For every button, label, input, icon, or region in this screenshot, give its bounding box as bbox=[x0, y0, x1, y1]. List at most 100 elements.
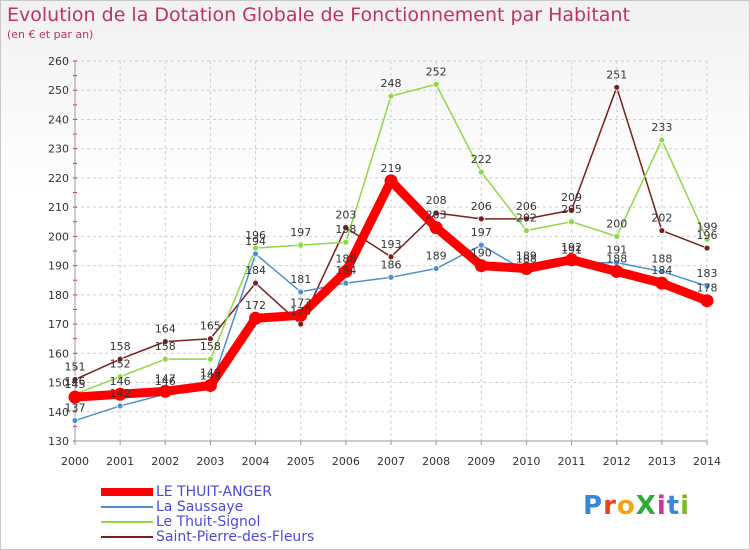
data-label-le-thuit-signol-2009: 222 bbox=[471, 153, 492, 166]
data-point-saint-pierre-des-fleurs-2007 bbox=[387, 253, 395, 261]
data-point-le-thuit-signol-2011 bbox=[568, 218, 575, 226]
data-point-le-thuit-anger-2007 bbox=[384, 174, 398, 188]
data-label-la-saussaye-2004: 194 bbox=[245, 235, 266, 248]
data-point-le-thuit-signol-2009 bbox=[477, 168, 485, 176]
data-label-le-thuit-anger-2011: 192 bbox=[561, 241, 582, 254]
data-point-la-saussaye-2005 bbox=[297, 288, 305, 296]
data-label-la-saussaye-2009: 197 bbox=[471, 226, 492, 239]
data-point-la-saussaye-2008 bbox=[432, 265, 440, 272]
logo-letter: X bbox=[635, 491, 657, 521]
y-tick-label-140: 140 bbox=[48, 406, 69, 419]
data-point-saint-pierre-des-fleurs-2003 bbox=[207, 335, 214, 343]
data-label-le-thuit-signol-2008: 252 bbox=[426, 65, 447, 78]
data-label-la-saussaye-2008: 189 bbox=[426, 250, 447, 263]
data-point-le-thuit-anger-2000 bbox=[68, 390, 82, 404]
series-layer bbox=[68, 80, 714, 424]
data-label-le-thuit-signol-2005: 197 bbox=[290, 226, 311, 239]
data-label-la-saussaye-2005: 181 bbox=[290, 273, 311, 286]
legend-item-le-thuit-signol: Le Thuit-Signol bbox=[101, 514, 361, 530]
data-point-le-thuit-anger-2002 bbox=[158, 384, 172, 398]
data-label-le-thuit-anger-2004: 172 bbox=[245, 299, 266, 312]
data-label-le-thuit-signol-2003: 158 bbox=[200, 340, 221, 353]
data-point-saint-pierre-des-fleurs-2004 bbox=[252, 279, 259, 287]
data-label-saint-pierre-des-fleurs-2010: 206 bbox=[516, 200, 537, 213]
data-point-le-thuit-signol-2002 bbox=[161, 355, 169, 363]
x-tick-label-2008: 2008 bbox=[422, 455, 450, 468]
data-point-saint-pierre-des-fleurs-2010 bbox=[523, 215, 530, 223]
legend-item-saint-pierre-des-fleurs: Saint-Pierre-des-Fleurs bbox=[101, 529, 361, 545]
data-label-le-thuit-anger-2001: 146 bbox=[110, 375, 131, 388]
data-point-le-thuit-anger-2003 bbox=[203, 378, 217, 392]
data-label-saint-pierre-des-fleurs-2000: 151 bbox=[65, 361, 86, 374]
data-point-le-thuit-anger-2001 bbox=[113, 387, 127, 401]
data-point-la-saussaye-2009 bbox=[477, 241, 485, 249]
data-label-saint-pierre-des-fleurs-2002: 164 bbox=[155, 323, 176, 336]
data-point-le-thuit-anger-2008 bbox=[429, 221, 443, 235]
y-tick-label-230: 230 bbox=[48, 143, 69, 156]
data-label-le-thuit-anger-2003: 149 bbox=[200, 366, 221, 379]
data-label-le-thuit-signol-2011: 205 bbox=[561, 203, 582, 216]
legend-label-saint-pierre-des-fleurs: Saint-Pierre-des-Fleurs bbox=[156, 529, 315, 545]
data-label-la-saussaye-2002: 146 bbox=[155, 375, 176, 388]
x-tick-label-2003: 2003 bbox=[196, 455, 224, 468]
x-tick-label-2012: 2012 bbox=[603, 455, 631, 468]
data-point-le-thuit-signol-2010 bbox=[523, 227, 530, 234]
logo-letter: i bbox=[680, 491, 691, 521]
axes: 130 140 150 160 170 180 190 200 210 220 230 240 250 2… bbox=[48, 55, 721, 468]
chart-subtitle: (en € et par an) bbox=[7, 28, 94, 41]
data-label-le-thuit-signol-2007: 248 bbox=[381, 77, 402, 90]
x-tick-label-2013: 2013 bbox=[648, 455, 676, 468]
data-label-la-saussaye-2007: 186 bbox=[381, 258, 402, 271]
data-label-le-thuit-anger-2002: 147 bbox=[155, 372, 176, 385]
data-point-la-saussaye-2004 bbox=[252, 250, 259, 258]
legend-swatch-la-saussaye bbox=[101, 506, 153, 508]
logo-letter: r bbox=[603, 491, 617, 521]
legend-label-le-thuit-anger: LE THUIT-ANGER bbox=[156, 484, 273, 500]
x-tick-label-2011: 2011 bbox=[558, 455, 586, 468]
x-tick-label-2002: 2002 bbox=[151, 455, 179, 468]
data-label-le-thuit-anger-2000: 145 bbox=[65, 378, 86, 391]
data-point-le-thuit-signol-2012 bbox=[613, 232, 621, 240]
x-tick-label-2009: 2009 bbox=[467, 455, 495, 468]
y-tick-label-150: 150 bbox=[48, 377, 69, 390]
data-point-le-thuit-signol-2005 bbox=[297, 241, 305, 249]
legend: LE THUIT-ANGER La Saussaye Le Thuit-Sign… bbox=[101, 484, 361, 545]
data-point-la-saussaye-2006 bbox=[342, 279, 350, 287]
x-tick-label-2010: 2010 bbox=[512, 455, 540, 468]
series-line-saint-pierre-des-fleurs bbox=[74, 86, 708, 381]
data-point-saint-pierre-des-fleurs-2000 bbox=[71, 376, 79, 384]
data-label-le-thuit-signol-2006: 198 bbox=[335, 223, 356, 236]
data-point-le-thuit-signol-2008 bbox=[432, 80, 440, 88]
y-tick-label-240: 240 bbox=[48, 113, 69, 126]
data-label-la-saussaye-2011: 191 bbox=[561, 244, 582, 257]
legend-label-la-saussaye: La Saussaye bbox=[156, 499, 244, 515]
legend-swatch-le-thuit-anger bbox=[101, 488, 153, 496]
logo-letter: i bbox=[656, 491, 667, 521]
x-tick-label-2001: 2001 bbox=[106, 455, 134, 468]
y-tick-label-210: 210 bbox=[48, 201, 69, 214]
data-point-saint-pierre-des-fleurs-2011 bbox=[568, 206, 575, 214]
data-label-le-thuit-anger-2012: 188 bbox=[606, 252, 627, 265]
legend-swatch-le-thuit-signol bbox=[101, 521, 153, 523]
data-label-la-saussaye-2012: 191 bbox=[606, 244, 627, 257]
data-point-le-thuit-signol-2006 bbox=[342, 238, 350, 246]
data-point-le-thuit-anger-2013 bbox=[655, 276, 669, 290]
data-point-le-thuit-signol-2003 bbox=[207, 355, 214, 363]
data-point-saint-pierre-des-fleurs-2001 bbox=[116, 355, 124, 363]
y-tick-label-130: 130 bbox=[48, 435, 69, 448]
legend-label-le-thuit-signol: Le Thuit-Signol bbox=[156, 514, 261, 530]
data-label-saint-pierre-des-fleurs-2001: 158 bbox=[110, 340, 131, 353]
y-tick-label-190: 190 bbox=[48, 260, 69, 273]
data-point-saint-pierre-des-fleurs-2013 bbox=[658, 227, 666, 234]
data-label-saint-pierre-des-fleurs-2013: 202 bbox=[651, 212, 672, 225]
data-point-le-thuit-signol-2014 bbox=[703, 235, 711, 243]
y-tick-label-170: 170 bbox=[48, 318, 69, 331]
data-label-la-saussaye-2000: 137 bbox=[65, 402, 86, 415]
proxiti-logo: ProXiti bbox=[583, 491, 690, 521]
data-point-la-saussaye-2014 bbox=[703, 282, 711, 290]
data-point-la-saussaye-2013 bbox=[658, 268, 666, 275]
x-tick-label-2000: 2000 bbox=[61, 455, 89, 468]
data-label-le-thuit-signol-2000: 146 bbox=[65, 375, 86, 388]
